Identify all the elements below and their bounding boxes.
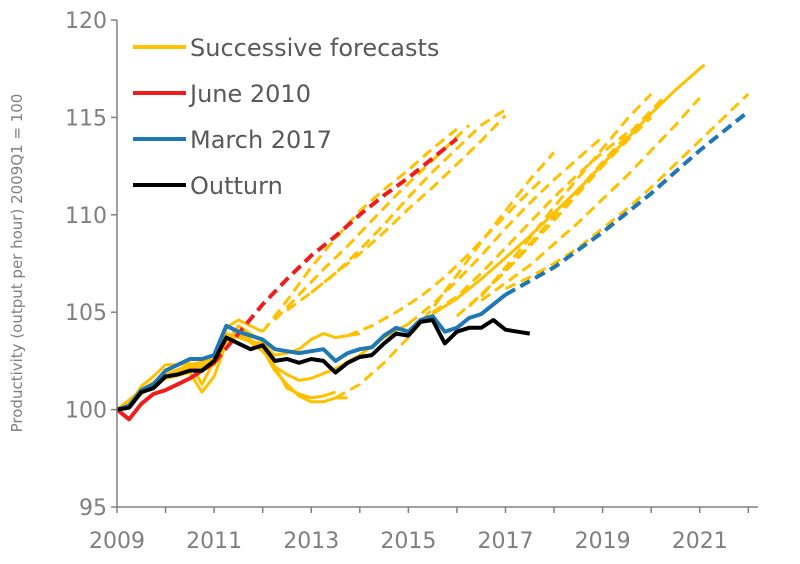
- series-line-outturn: [116, 318, 531, 412]
- series-line-successive-forecasts: [347, 178, 543, 337]
- legend-label: March 2017: [190, 126, 332, 154]
- y-axis-title: Productivity (output per hour) 2009Q1 = …: [8, 94, 26, 433]
- series-line-march-2017: [504, 110, 750, 297]
- x-tick-label: 2021: [672, 529, 728, 554]
- series-line-june-2010: [212, 137, 459, 365]
- series-lines: [115, 63, 750, 422]
- series-line-successive-forecasts: [116, 318, 264, 412]
- x-tick-label: 2011: [186, 529, 242, 554]
- series-line-march-2017: [116, 293, 507, 412]
- series-line-successive-forecasts: [431, 63, 706, 316]
- x-axis-ticks: 2009 2011 2013 2015 2017 2019 2021: [89, 507, 750, 554]
- x-tick-label: 2015: [380, 529, 436, 554]
- x-tick-label: 2017: [477, 529, 533, 554]
- series-line-successive-forecasts: [504, 92, 750, 291]
- legend-label: Outturn: [190, 172, 283, 200]
- y-tick-label: 115: [65, 106, 107, 131]
- series-line-successive-forecasts: [480, 96, 701, 302]
- y-tick-label: 95: [79, 496, 107, 521]
- y-tick-label: 105: [65, 301, 107, 326]
- y-tick-label: 120: [65, 9, 107, 34]
- series-line-successive-forecasts: [334, 151, 556, 400]
- series-line-successive-forecasts: [455, 116, 653, 318]
- x-tick-label: 2013: [283, 529, 339, 554]
- series-line-june-2010: [115, 361, 216, 422]
- legend-label: June 2010: [188, 80, 311, 108]
- series-line-successive-forecasts: [261, 127, 458, 333]
- series-line-successive-forecasts: [116, 322, 410, 411]
- legend: Successive forecasts June 2010 March 2017 O…: [133, 34, 439, 200]
- series-line-successive-forecasts: [286, 114, 507, 312]
- y-tick-label: 110: [65, 204, 107, 229]
- y-axis-ticks: 95 100 105 110 115 120: [65, 9, 117, 521]
- x-tick-label: 2019: [575, 529, 631, 554]
- series-line-successive-forecasts: [273, 124, 471, 322]
- legend-label: Successive forecasts: [190, 34, 439, 62]
- y-tick-label: 100: [65, 399, 107, 424]
- series-line-successive-forecasts: [407, 135, 604, 326]
- series-line-successive-forecasts: [310, 108, 507, 294]
- x-tick-label: 2009: [89, 529, 145, 554]
- series-line-successive-forecasts: [480, 92, 653, 298]
